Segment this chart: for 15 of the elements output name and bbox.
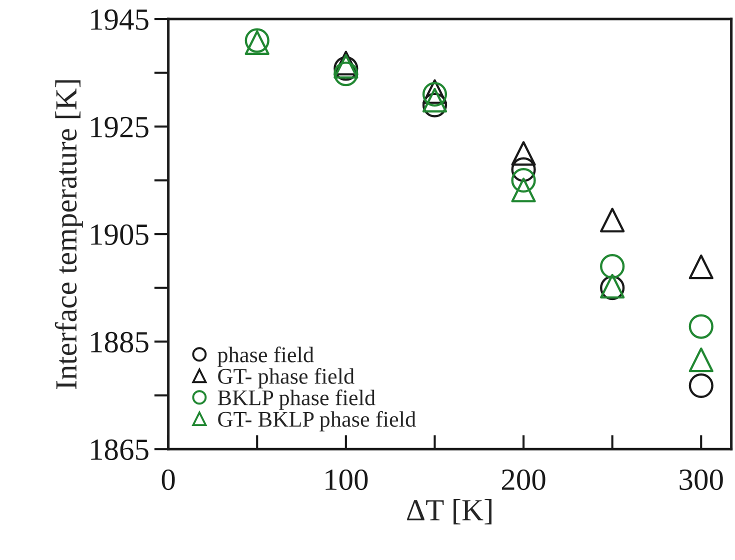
x-tick-label: 100 bbox=[326, 469, 368, 490]
y-axis-title: Interface temperature [K] bbox=[54, 80, 83, 390]
y-tick-label: 1945 bbox=[91, 9, 148, 30]
y-tick-label: 1905 bbox=[91, 224, 148, 245]
x-tick-label: 0 bbox=[162, 469, 175, 490]
legend-label: BKLP phase field bbox=[218, 389, 376, 410]
legend-label: GT- BKLP phase field bbox=[218, 410, 416, 432]
y-tick-label: 1925 bbox=[91, 116, 148, 138]
x-axis-title: ΔT [K] bbox=[407, 499, 492, 524]
legend-label: GT- phase field bbox=[218, 368, 354, 388]
y-tick-label: 1865 bbox=[91, 439, 148, 460]
y-tick-label: 1885 bbox=[91, 332, 148, 352]
x-tick-label: 300 bbox=[680, 469, 723, 490]
legend-label: phase field bbox=[218, 346, 314, 367]
x-tick-label: 200 bbox=[502, 469, 546, 490]
